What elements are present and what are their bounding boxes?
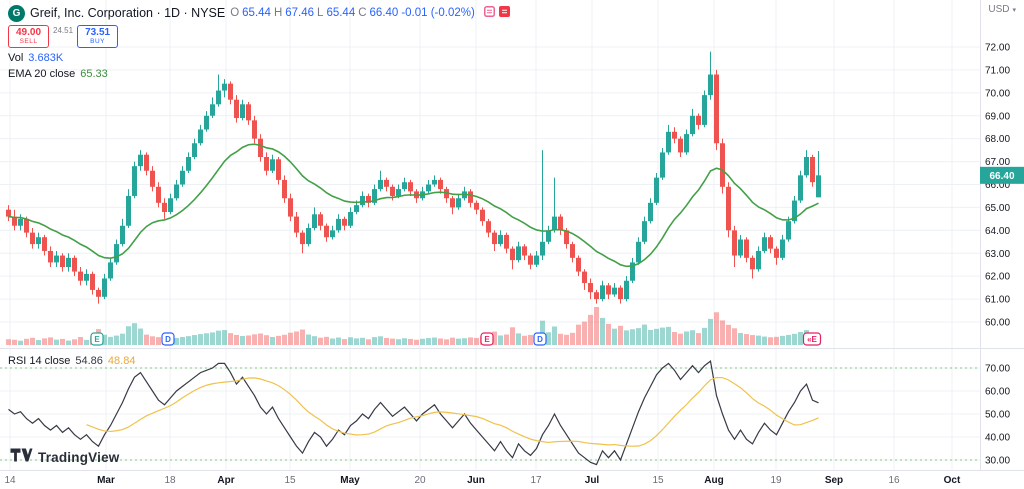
tradingview-logo[interactable]: TradingView [10, 448, 119, 467]
rsi-value: 54.86 [75, 355, 103, 367]
price-change: -0.01 (-0.02%) [401, 7, 475, 19]
svg-text:Apr: Apr [217, 475, 234, 486]
tradingview-glyph-icon [10, 448, 33, 467]
svg-text:72.00: 72.00 [985, 43, 1010, 54]
svg-text:60.00: 60.00 [985, 387, 1010, 398]
pane-separators [0, 0, 1024, 471]
svg-text:60.00: 60.00 [985, 318, 1010, 329]
open-label: O [230, 7, 240, 19]
svg-text:19: 19 [770, 475, 782, 486]
svg-text:Aug: Aug [704, 475, 723, 486]
symbol-logo-letter: G [12, 7, 21, 19]
svg-text:65.00: 65.00 [985, 203, 1010, 214]
trade-panel: 49.00 SELL 24.51 73.51 BUY [8, 25, 119, 48]
svg-text:D: D [165, 335, 171, 344]
price-axis: 72.00 71.00 70.00 69.00 68.00 67.00 66.00 65.00… [985, 43, 1010, 467]
buy-price: 73.51 [85, 27, 111, 38]
svg-text:E: E [484, 335, 490, 344]
ema-value: 65.33 [80, 68, 108, 80]
svg-text:18: 18 [164, 475, 176, 486]
chevron-down-icon: ▾ [1012, 6, 1016, 14]
svg-text:17: 17 [530, 475, 542, 486]
notes-icon[interactable] [483, 6, 495, 20]
svg-text:67.00: 67.00 [985, 157, 1010, 168]
event-marker: D [533, 332, 547, 346]
event-marker: D [161, 332, 175, 346]
event-marker: E [90, 332, 104, 346]
buy-button[interactable]: 73.51 BUY [77, 25, 119, 48]
svg-text:50.00: 50.00 [985, 410, 1010, 421]
svg-text:15: 15 [284, 475, 296, 486]
event-marker: E [480, 332, 494, 346]
svg-text:70.00: 70.00 [985, 364, 1010, 375]
rsi-line [8, 360, 819, 466]
rsi-legend[interactable]: RSI 14 close 54.86 48.84 [8, 355, 135, 367]
svg-text:Mar: Mar [97, 475, 115, 486]
close-label: C [358, 7, 367, 19]
svg-text:30.00: 30.00 [985, 456, 1010, 467]
sell-label: SELL [19, 38, 38, 45]
svg-text:71.00: 71.00 [985, 65, 1010, 76]
sell-button[interactable]: 49.00 SELL [8, 25, 50, 48]
svg-text:Sep: Sep [825, 475, 843, 486]
svg-text:40.00: 40.00 [985, 433, 1010, 444]
ema-label: EMA 20 close [8, 68, 76, 80]
low-value: 65.44 [326, 7, 356, 19]
high-value: 67.46 [285, 7, 315, 19]
svg-text:64.00: 64.00 [985, 226, 1010, 237]
rsi-ma-value: 48.84 [107, 355, 136, 367]
rsi-label: RSI 14 close [8, 355, 71, 367]
ema-legend[interactable]: EMA 20 close 65.33 [8, 68, 510, 80]
buy-label: BUY [90, 38, 106, 45]
ohlc-readout: O 65.44 H 67.46 L 65.44 C 66.40 -0.01 (-0.02… [230, 7, 475, 19]
svg-text:69.00: 69.00 [985, 111, 1010, 122]
volume-value: 3.683K [28, 52, 64, 64]
svg-text:14: 14 [4, 475, 16, 486]
symbol-title[interactable]: Greif, Inc. Corporation · 1D · NYSE [30, 6, 226, 20]
svg-text:62.00: 62.00 [985, 272, 1010, 283]
last-price-tag: 66.40 [980, 166, 1024, 184]
svg-text:15: 15 [652, 475, 664, 486]
svg-text:66.40: 66.40 [989, 171, 1014, 182]
time-axis: 14 Mar 18 Apr 15 May 20 Jun 17 Jul 15 Aug 19 Sep 16 Oct [4, 475, 961, 486]
svg-text:May: May [340, 475, 360, 486]
high-label: H [273, 7, 283, 19]
svg-text:«E: «E [807, 335, 817, 344]
low-label: L [317, 7, 324, 19]
currency-label: USD [988, 4, 1010, 15]
rsi-ma-line [86, 376, 819, 447]
svg-text:70.00: 70.00 [985, 88, 1010, 99]
svg-text:61.00: 61.00 [985, 295, 1010, 306]
event-marker: «E [802, 332, 822, 346]
svg-text:68.00: 68.00 [985, 134, 1010, 145]
ema-line [8, 143, 819, 268]
currency-selector[interactable]: USD ▾ [988, 4, 1016, 15]
volume-bars [6, 307, 821, 345]
spread-value: 24.51 [53, 26, 74, 35]
symbol-logo[interactable]: G [8, 4, 25, 22]
volume-label: Vol [8, 52, 24, 64]
rsi-band-lines [0, 367, 980, 461]
svg-text:66.00: 66.00 [985, 180, 1010, 191]
tradingview-brand-text: TradingView [38, 450, 120, 465]
svg-text:63.00: 63.00 [985, 249, 1010, 260]
candles [6, 51, 821, 304]
open-value: 65.44 [242, 7, 271, 19]
svg-text:D: D [537, 335, 543, 344]
alert-icon[interactable] [498, 6, 510, 20]
svg-text:16: 16 [888, 475, 900, 486]
svg-text:Jul: Jul [585, 475, 600, 486]
svg-text:E: E [94, 335, 100, 344]
close-value: 66.40 [369, 7, 399, 19]
svg-text:Oct: Oct [944, 475, 961, 486]
sell-price: 49.00 [16, 27, 42, 38]
svg-text:20: 20 [414, 475, 426, 486]
svg-text:Jun: Jun [467, 475, 485, 486]
volume-legend[interactable]: Vol 3.683K [8, 52, 510, 64]
event-markers: E D E D «E [90, 332, 822, 346]
